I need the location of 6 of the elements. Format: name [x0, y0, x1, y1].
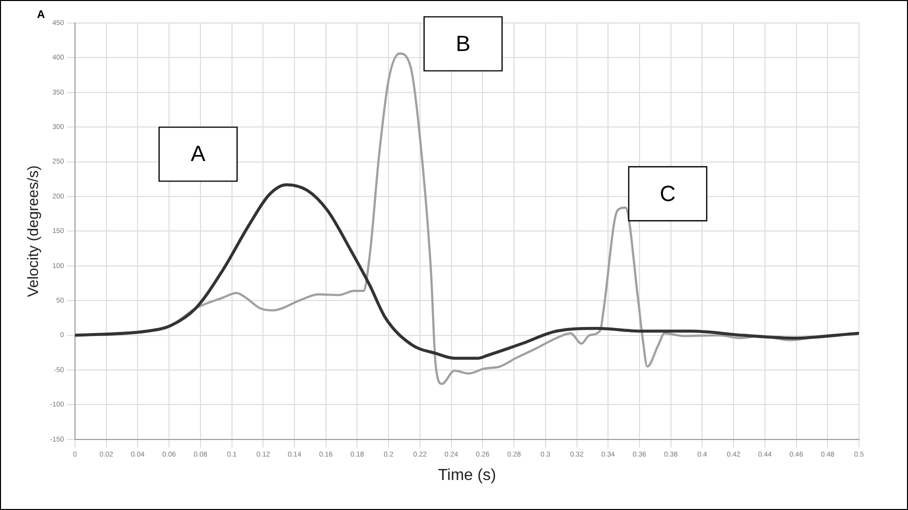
y-axis-title: Velocity (degrees/s) — [25, 165, 42, 298]
annotation: B — [456, 30, 470, 56]
annotation: A — [190, 141, 206, 166]
text: A — [37, 9, 45, 22]
annotation: C — [660, 180, 676, 206]
x-axis-title: Time (s) — [438, 466, 496, 484]
